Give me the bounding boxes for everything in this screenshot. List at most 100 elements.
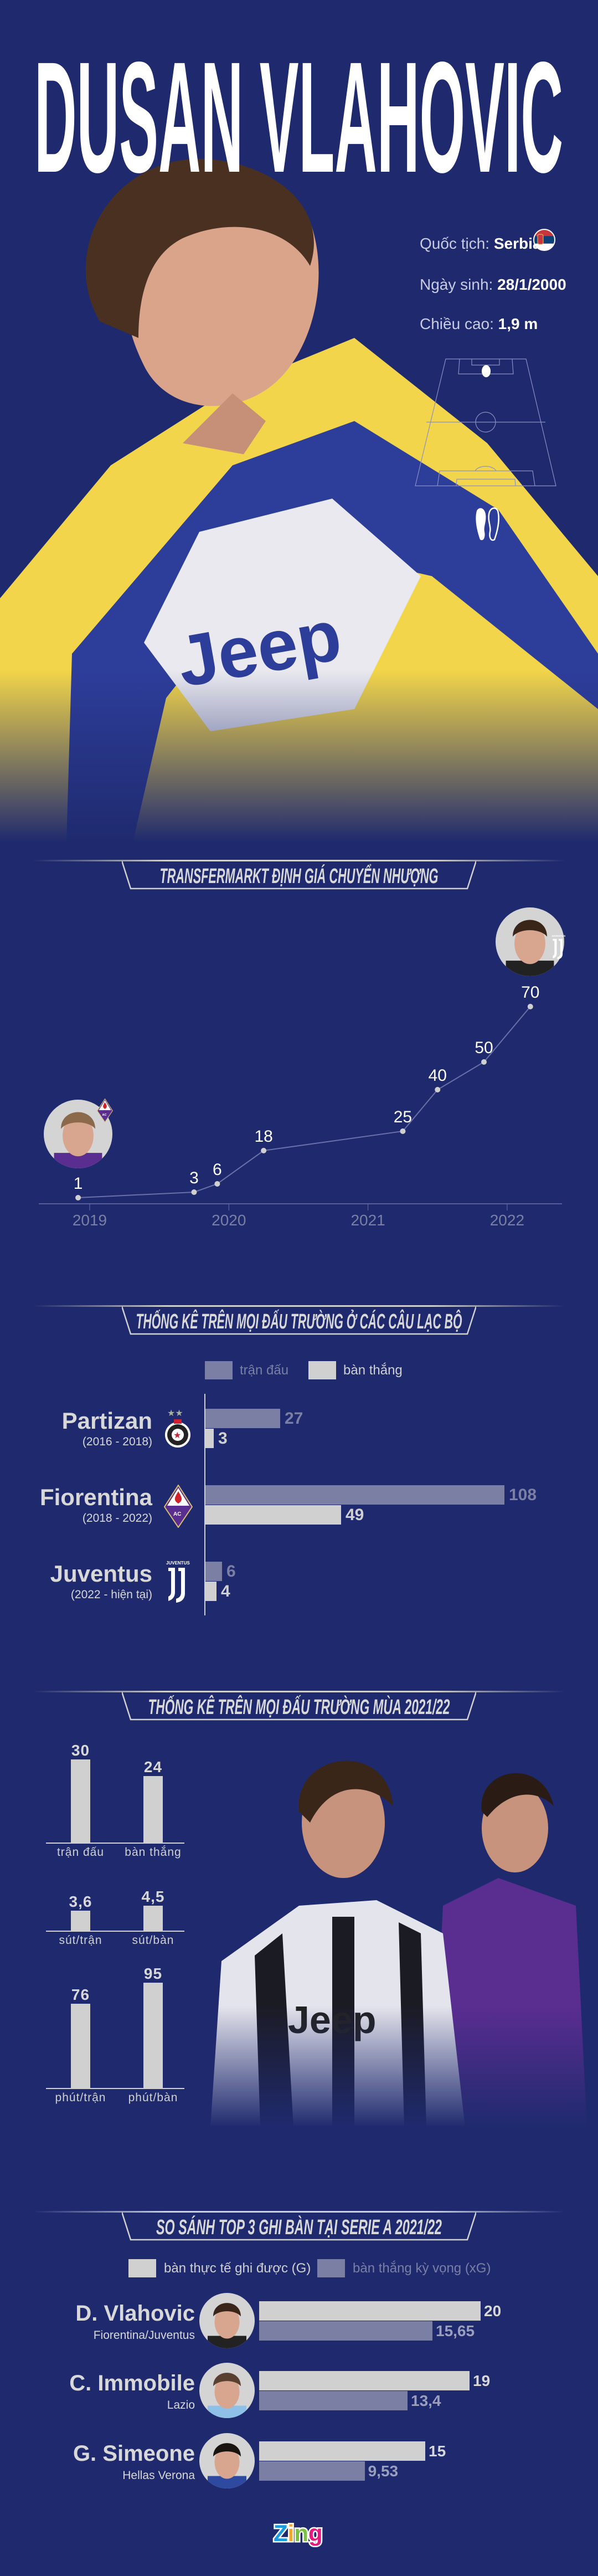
- data-point: [481, 1059, 487, 1065]
- goals-bar: [205, 1582, 216, 1601]
- stat-category-label: phút/trận: [55, 2091, 106, 2104]
- player-name: D. Vlahovic: [75, 2301, 195, 2326]
- top-scorers-title: SO SÁNH TOP 3 GHI BÀN TẠI SERIE A 2021/2…: [156, 2215, 442, 2239]
- players-image: Jeep: [188, 1723, 598, 2127]
- legend-label-xg: bàn thắng kỳ vọng (xG): [353, 2261, 491, 2276]
- section-header-frame: TRANSFERMARKT ĐỊNH GIÁ CHUYỂN NHƯỢNG: [122, 861, 476, 890]
- section-divider: [33, 1691, 565, 1692]
- stat-bar: [71, 1911, 90, 1931]
- data-point: [214, 1181, 220, 1187]
- section-header-frame: THỐNG KÊ TRÊN MỌI ĐẤU TRƯỜNG Ở CÁC CÂU L…: [122, 1306, 476, 1335]
- matches-bar: [205, 1562, 222, 1581]
- data-label: 1: [73, 1174, 83, 1193]
- bar-value-label: 15,65: [436, 2322, 475, 2339]
- baseline: [46, 1843, 184, 1844]
- partizan-logo-icon: ★★ ★: [165, 1409, 190, 1448]
- bar-value-label: 49: [346, 1506, 364, 1524]
- club-stats-title: THỐNG KÊ TRÊN MỌI ĐẤU TRƯỜNG Ở CÁC CÂU L…: [136, 1308, 462, 1333]
- player-portrait-juventus: [496, 907, 564, 976]
- data-point: [261, 1148, 267, 1153]
- stat-bar: [71, 1759, 90, 1843]
- club-period: (2022 - hiện tại): [70, 1588, 152, 1601]
- stat-category-label: trận đấu: [56, 1846, 105, 1859]
- player-club: Fiorentina/Juventus: [93, 2329, 195, 2342]
- xg-bar: [259, 2461, 365, 2481]
- player-portrait-fiorentina: [44, 1100, 112, 1168]
- bar-value-label: 3: [218, 1429, 228, 1448]
- valuation-chart-title: TRANSFERMARKT ĐỊNH GIÁ CHUYỂN NHƯỢNG: [160, 863, 439, 888]
- nationality-row: Quốc tịch: Serbia: [420, 235, 541, 253]
- data-point: [435, 1087, 441, 1092]
- section-divider: [33, 860, 565, 861]
- svg-text:★★: ★★: [167, 1409, 183, 1418]
- club-name: Juventus: [50, 1561, 152, 1587]
- nationality-value: Serbia: [493, 235, 542, 252]
- matches-bar: [205, 1485, 504, 1505]
- birth-label: Ngày sinh:: [420, 276, 493, 293]
- season-stats-title: THỐNG KÊ TRÊN MỌI ĐẤU TRƯỜNG MÙA 2021/22: [148, 1694, 450, 1719]
- bar-value-label: 20: [484, 2302, 502, 2320]
- player-name-title: DUSAN VLAHOVIC: [34, 39, 563, 183]
- goals-bar: [259, 2371, 470, 2390]
- legend-label-goals: bàn thắng: [343, 1363, 403, 1378]
- stat-category-label: sút/bàn: [132, 1934, 174, 1947]
- feet-icon: [476, 507, 499, 541]
- juventus-logo-icon: JUVENTUS: [166, 1561, 190, 1603]
- football-pitch-icon: [415, 358, 556, 486]
- hero-player-image: Jeep: [0, 155, 598, 842]
- data-label: 40: [428, 1066, 447, 1085]
- legend-swatch-xg: [317, 2259, 345, 2277]
- player-name: C. Immobile: [69, 2371, 195, 2395]
- bar-value-label: 13,4: [411, 2392, 441, 2409]
- valuation-line-chart: [39, 1004, 562, 1210]
- player-portrait: [199, 2433, 255, 2488]
- stat-value-label: 24: [143, 1758, 163, 1776]
- x-tick-label: 2022: [489, 1212, 525, 1229]
- juventus-logo-icon: JUVENTUS: [551, 935, 565, 959]
- height-row: Chiều cao: 1,9 m: [420, 315, 538, 333]
- baseline: [46, 1931, 184, 1932]
- stat-bar: [71, 2004, 90, 2088]
- data-label: 3: [189, 1169, 199, 1187]
- goals-bar: [205, 1429, 214, 1448]
- stat-bar: [143, 1776, 163, 1843]
- stat-bar: [143, 1906, 163, 1931]
- bar-value-label: 6: [226, 1562, 236, 1581]
- data-point: [400, 1128, 406, 1134]
- svg-text:AC: AC: [173, 1511, 181, 1517]
- stat-value-label: 30: [71, 1742, 90, 1759]
- xg-bar: [259, 2391, 408, 2410]
- stat-bar: [143, 1983, 163, 2088]
- section-divider: [33, 2211, 565, 2213]
- data-label: 70: [521, 983, 540, 1002]
- data-label: 50: [475, 1039, 493, 1057]
- svg-text:JUVENTUS: JUVENTUS: [551, 935, 565, 938]
- data-label: 18: [254, 1127, 273, 1146]
- svg-text:Zing: Zing: [274, 2520, 323, 2546]
- baseline: [46, 2088, 184, 2089]
- birth-row: Ngày sinh: 28/1/2000: [420, 276, 566, 294]
- x-tick-label: 2019: [72, 1212, 107, 1229]
- bar-value-label: 27: [285, 1409, 303, 1428]
- bar-value-label: 9,53: [368, 2462, 399, 2480]
- serbia-flag-icon: [533, 229, 555, 251]
- stat-category-label: bàn thắng: [125, 1846, 182, 1859]
- x-tick-label: 2021: [350, 1212, 385, 1229]
- player-name-title-frame: DUSAN VLAHOVIC: [34, 39, 563, 183]
- goals-bar: [259, 2441, 425, 2461]
- stat-value-label: 76: [71, 1986, 90, 2003]
- bar-value-label: 108: [509, 1486, 537, 1504]
- legend-label-matches: trận đấu: [240, 1363, 289, 1378]
- legend-label-goals: bàn thực tế ghi được (G): [164, 2261, 311, 2276]
- bar-value-label: 19: [473, 2372, 491, 2389]
- section-header-frame: SO SÁNH TOP 3 GHI BÀN TẠI SERIE A 2021/2…: [122, 2212, 476, 2241]
- club-period: (2016 - 2018): [82, 1435, 152, 1448]
- player-portrait: [199, 2293, 255, 2348]
- matches-bar: [205, 1409, 280, 1428]
- valuation-line: [78, 1006, 531, 1198]
- goals-bar: [259, 2301, 481, 2321]
- club-name: Fiorentina: [39, 1484, 152, 1510]
- stat-value-label: 3,6: [69, 1893, 92, 1910]
- fiorentina-logo-icon: AC: [97, 1099, 113, 1122]
- fiorentina-logo-icon: AC: [164, 1485, 193, 1528]
